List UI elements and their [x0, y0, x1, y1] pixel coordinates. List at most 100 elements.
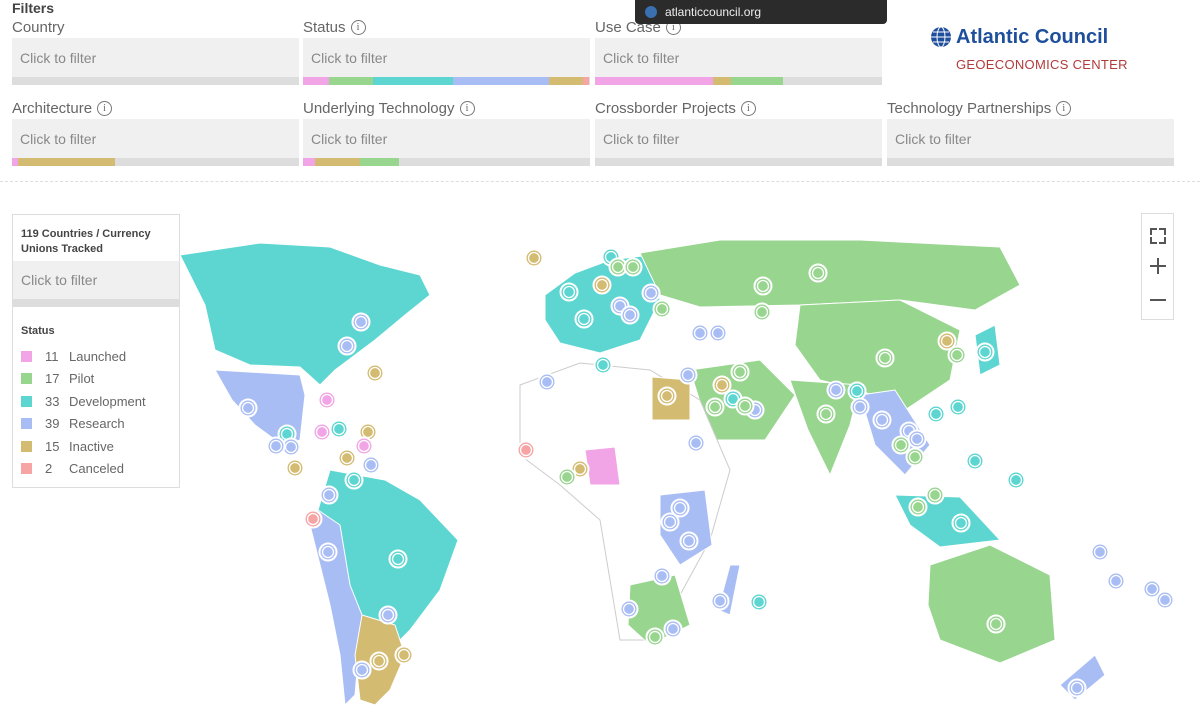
map-marker-ring: [928, 488, 942, 502]
map-marker-ring: [1009, 473, 1023, 487]
map-marker-ring: [613, 299, 627, 313]
map-marker-ring: [989, 617, 1003, 631]
map-marker-ring: [332, 422, 346, 436]
legend-row[interactable]: 39 Research: [13, 413, 179, 436]
map-marker-ring: [372, 654, 386, 668]
info-icon[interactable]: i: [1056, 100, 1072, 116]
status-panel: 119 Countries / Currency Unions Tracked …: [12, 214, 180, 488]
legend-swatch: [21, 395, 32, 407]
map-marker-ring: [708, 400, 722, 414]
map-marker-ring: [306, 512, 320, 526]
map-marker-ring: [368, 366, 382, 380]
legend-swatch: [21, 463, 32, 475]
map-marker-ring: [315, 425, 329, 439]
map-marker-ring: [733, 365, 747, 379]
map-marker-ring: [355, 663, 369, 677]
filter-input[interactable]: Click to filter: [595, 119, 882, 158]
filter-label-text: Crossborder Projects: [595, 99, 736, 117]
map-marker-ring: [673, 501, 687, 515]
map-marker-ring: [853, 400, 867, 414]
separator: [0, 181, 1200, 182]
map-marker-ring: [1145, 582, 1159, 596]
bar-segment: [453, 77, 549, 85]
map-marker-ring: [756, 279, 770, 293]
map-marker-ring: [894, 438, 908, 452]
legend: 11 Launched 17 Pilot 33 Development 39 Research…: [13, 345, 179, 480]
map-marker-ring: [755, 305, 769, 319]
bar-segment: [360, 158, 399, 166]
map-marker-ring: [540, 375, 554, 389]
map-marker-ring: [950, 348, 964, 362]
map-marker-ring: [738, 399, 752, 413]
bar-segment: [303, 77, 329, 85]
legend-label: Pilot: [69, 371, 95, 387]
legend-row[interactable]: 2 Canceled: [13, 458, 179, 481]
map-marker-ring: [320, 393, 334, 407]
map-marker-ring: [713, 594, 727, 608]
map-marker-ring: [347, 473, 361, 487]
info-icon[interactable]: i: [740, 100, 756, 116]
map-marker-ring: [241, 401, 255, 415]
bar-segment: [713, 77, 731, 85]
map-marker-ring: [595, 278, 609, 292]
legend-count: 15: [45, 438, 60, 454]
filter-label-text: Country: [12, 18, 65, 36]
zoom-in-button[interactable]: [1150, 258, 1166, 274]
logo[interactable]: Atlantic Council GEOECONOMICS CENTER: [930, 26, 1128, 72]
map-marker-ring: [660, 389, 674, 403]
map-marker-ring: [711, 326, 725, 340]
map-marker-ring: [929, 407, 943, 421]
legend-title: Status: [21, 325, 55, 337]
filter-input[interactable]: Click to filter: [12, 119, 299, 158]
logo-name: Atlantic Council: [956, 26, 1109, 48]
bar-segment: [731, 77, 783, 85]
filter-input[interactable]: Click to filter: [12, 38, 299, 77]
map-marker-ring: [622, 602, 636, 616]
legend-row[interactable]: 15 Inactive: [13, 435, 179, 458]
info-icon[interactable]: i: [97, 100, 113, 116]
info-icon[interactable]: i: [350, 19, 366, 35]
legend-row[interactable]: 33 Development: [13, 390, 179, 413]
map-marker-ring: [269, 439, 283, 453]
legend-row[interactable]: 17 Pilot: [13, 368, 179, 391]
bar-segment: [329, 77, 373, 85]
filter-input[interactable]: Click to filter: [303, 38, 590, 77]
map-marker-ring: [1109, 574, 1123, 588]
map-marker-ring: [978, 345, 992, 359]
map-marker-ring: [811, 266, 825, 280]
map-marker-ring: [1070, 681, 1084, 695]
filter-input[interactable]: Click to filter: [887, 119, 1174, 158]
map-marker-ring: [655, 569, 669, 583]
map-marker-ring: [752, 595, 766, 609]
fullscreen-button[interactable]: [1150, 228, 1166, 244]
filter: Crossborder Projects i Click to filter: [595, 97, 882, 166]
bar-segment: [18, 158, 115, 166]
map-marker-ring: [527, 251, 541, 265]
filter-label: Underlying Technology i: [303, 97, 590, 119]
filter-label: Architecture i: [12, 97, 299, 119]
map-marker-ring: [626, 260, 640, 274]
filter-input[interactable]: Click to filter: [303, 119, 590, 158]
map-marker-ring: [321, 545, 335, 559]
panel-filter[interactable]: Click to filter: [13, 261, 179, 307]
map-marker-ring: [850, 384, 864, 398]
legend-count: 39: [45, 416, 60, 432]
map-marker-ring: [875, 413, 889, 427]
filter-input[interactable]: Click to filter: [595, 38, 882, 77]
map-marker-ring: [577, 312, 591, 326]
legend-swatch: [21, 373, 32, 385]
filter: Technology Partnerships i Click to filter: [887, 97, 1174, 166]
filter-bar: [887, 158, 1174, 166]
info-icon[interactable]: i: [459, 100, 475, 116]
map-marker-ring: [648, 630, 662, 644]
filter-label: Technology Partnerships i: [887, 97, 1174, 119]
legend-row[interactable]: 11 Launched: [13, 345, 179, 368]
bar-segment: [12, 158, 18, 166]
map-marker-ring: [391, 552, 405, 566]
bar-segment: [303, 158, 315, 166]
map-marker-ring: [623, 308, 637, 322]
map-marker-ring: [573, 462, 587, 476]
map-marker-ring: [911, 500, 925, 514]
map-marker-ring: [951, 400, 965, 414]
map-marker-ring: [340, 451, 354, 465]
